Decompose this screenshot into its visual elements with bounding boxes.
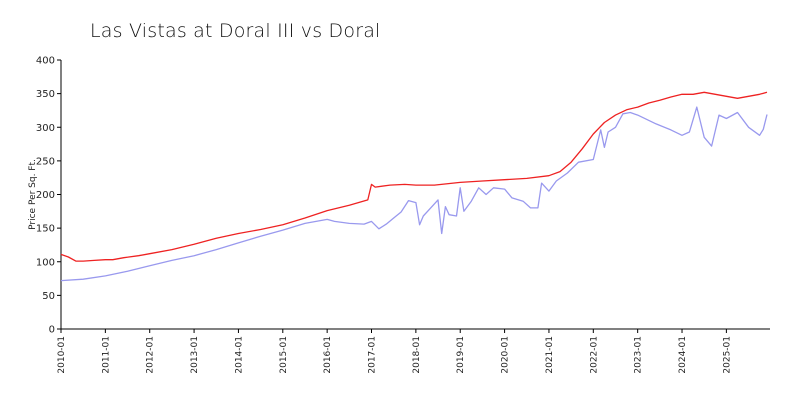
- x-tick-label: 2020-01: [501, 336, 511, 374]
- y-tick-label: 150: [36, 224, 55, 235]
- x-tick-label: 2017-01: [368, 336, 378, 374]
- x-tick-label: 2012-01: [146, 336, 156, 374]
- y-tick-label: 0: [49, 325, 55, 336]
- y-tick-label: 100: [36, 257, 55, 268]
- y-tick-label: 200: [36, 190, 55, 201]
- x-tick-label: 2014-01: [234, 336, 244, 374]
- y-tick-label: 50: [42, 291, 55, 302]
- y-tick-label: 350: [36, 89, 55, 100]
- y-tick-label: 250: [36, 156, 55, 167]
- chart-title: Las Vistas at Doral III vs Doral: [90, 20, 381, 42]
- y-axis-label: Price Per Sq. Ft.: [28, 159, 38, 230]
- x-tick-label: 2022-01: [589, 336, 599, 374]
- x-tick-label: 2023-01: [634, 336, 644, 374]
- x-tick-label: 2025-01: [722, 336, 732, 374]
- x-tick-label: 2016-01: [323, 336, 333, 374]
- series-layer: [60, 91, 768, 282]
- series-line-2: [60, 106, 768, 282]
- series-line-1: [60, 91, 768, 262]
- x-tick-label: 2010-01: [57, 336, 67, 374]
- y-tick-label: 300: [36, 123, 55, 134]
- x-tick-label: 2019-01: [456, 336, 466, 374]
- x-tick-label: 2018-01: [412, 336, 422, 374]
- x-tick-label: 2013-01: [190, 336, 200, 374]
- x-tick-label: 2024-01: [678, 336, 688, 374]
- axes: 0 50 100 150 200 250 300 350 400 2010-01 2011-01 20…: [28, 56, 770, 374]
- x-tick-label: 2011-01: [101, 336, 111, 374]
- y-tick-label: 400: [36, 56, 55, 67]
- x-tick-label: 2021-01: [545, 336, 555, 374]
- x-tick-label: 2015-01: [279, 336, 289, 374]
